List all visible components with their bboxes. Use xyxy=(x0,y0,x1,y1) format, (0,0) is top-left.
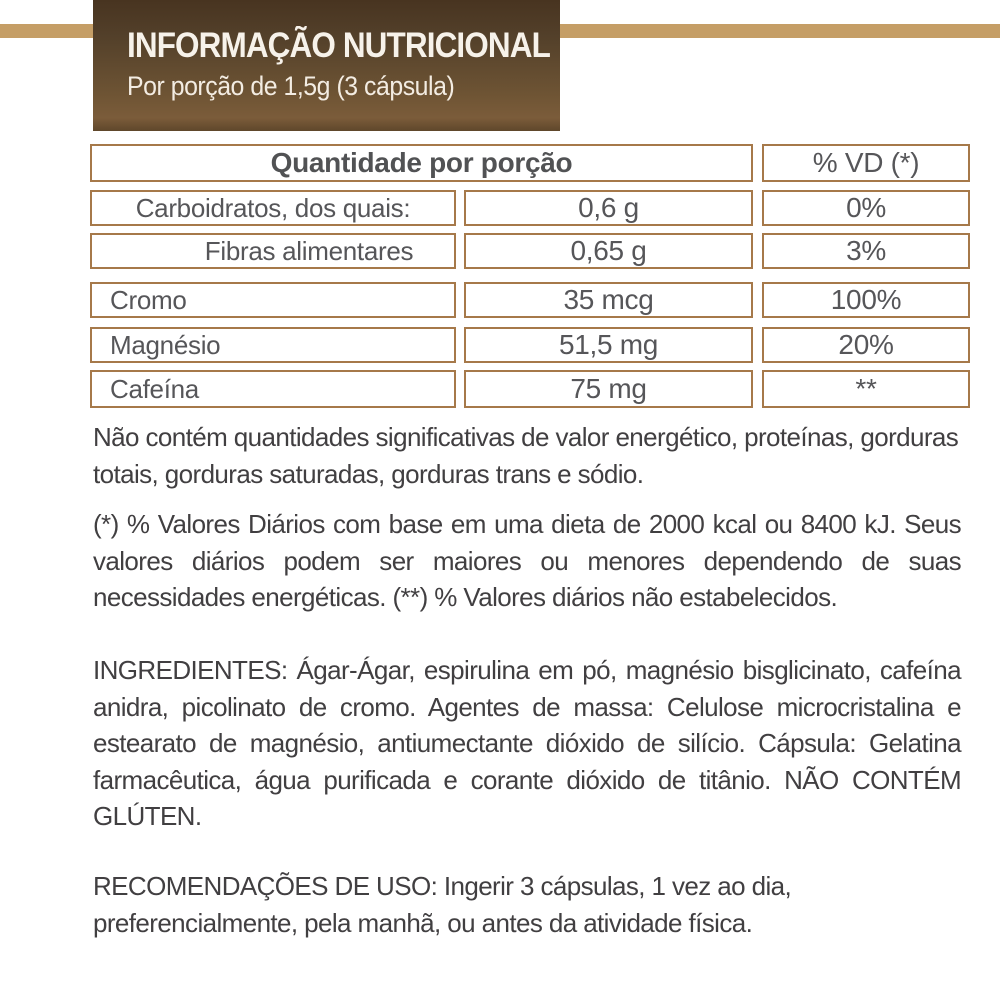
banner-subtitle: Por porção de 1,5g (3 cápsula) xyxy=(127,71,455,101)
table-row-carboidratos: Carboidratos, dos quais: 0,6 g 0% xyxy=(90,190,970,226)
no-significant-amounts-text: Não contém quantidades significativas de… xyxy=(93,422,959,489)
nutrition-banner: INFORMAÇÃO NUTRICIONAL Por porção de 1,5… xyxy=(93,0,560,131)
nutrient-value-cell: 75 mg xyxy=(464,370,753,408)
nutrient-vd-cell: 3% xyxy=(762,233,970,269)
usage-recommendations-text: RECOMENDAÇÕES DE USO: Ingerir 3 cápsulas… xyxy=(93,871,792,938)
nutrient-name-cell: Magnésio xyxy=(90,327,456,363)
header-vd-cell: % VD (*) xyxy=(762,144,970,182)
nutrient-value-cell: 35 mcg xyxy=(464,282,753,318)
header-quantity-cell: Quantidade por porção xyxy=(90,144,753,182)
banner-content: INFORMAÇÃO NUTRICIONAL Por porção de 1,5… xyxy=(93,0,560,102)
nutrient-value-cell: 0,65 g xyxy=(464,233,753,269)
nutrient-vd-cell: 100% xyxy=(762,282,970,318)
nutrient-name-cell: Fibras alimentares xyxy=(90,233,456,269)
table-row-cafeina: Cafeína 75 mg ** xyxy=(90,370,970,408)
table-row-cromo: Cromo 35 mcg 100% xyxy=(90,282,970,318)
nutrient-name-cell: Cromo xyxy=(90,282,456,318)
nutrition-table: Quantidade por porção % VD (*) Carboidra… xyxy=(90,144,970,408)
nutrient-vd-cell: 0% xyxy=(762,190,970,226)
nutrient-name-cell: Cafeína xyxy=(90,370,456,408)
banner-title: INFORMAÇÃO NUTRICIONAL xyxy=(127,26,551,65)
nutrient-vd-cell: ** xyxy=(762,370,970,408)
nutrient-vd-cell: 20% xyxy=(762,327,970,363)
table-header-row: Quantidade por porção % VD (*) xyxy=(90,144,970,182)
nutrient-name-cell: Carboidratos, dos quais: xyxy=(90,190,456,226)
daily-values-note: (*) % Valores Diários com base em uma di… xyxy=(93,509,962,612)
nutrient-value-cell: 51,5 mg xyxy=(464,327,753,363)
nutrient-value-cell: 0,6 g xyxy=(464,190,753,226)
table-row-fibras: Fibras alimentares 0,65 g 3% xyxy=(90,233,970,269)
table-row-magnesio: Magnésio 51,5 mg 20% xyxy=(90,327,970,363)
ingredients-text: INGREDIENTES: Ágar-Ágar, espirulina em p… xyxy=(93,655,962,831)
